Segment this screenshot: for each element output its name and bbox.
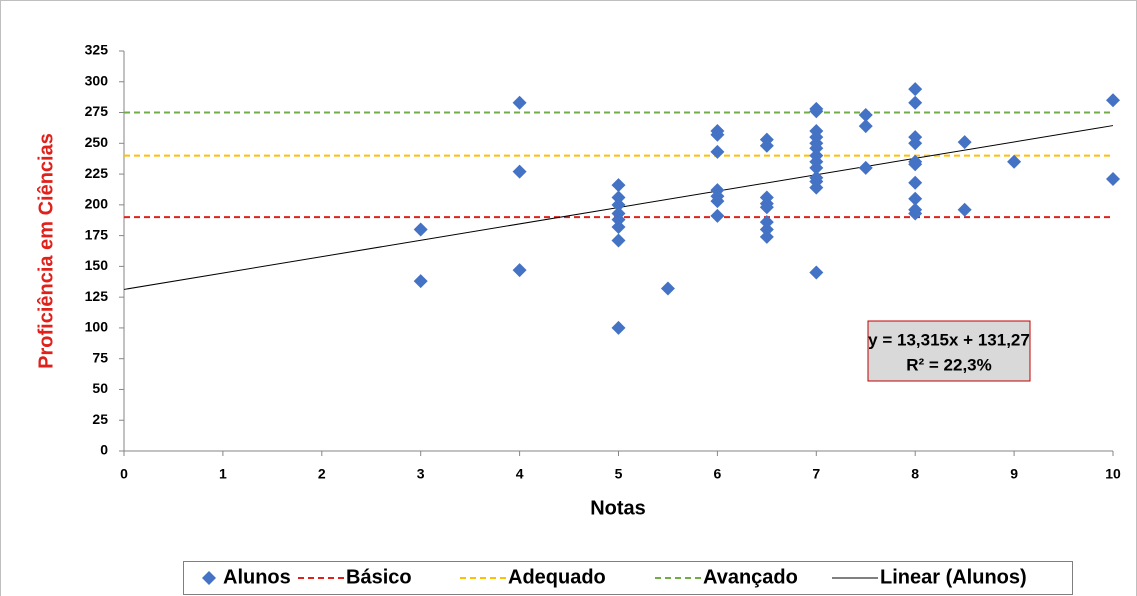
x-tick-label: 0 <box>120 466 128 482</box>
data-point <box>611 190 626 205</box>
data-point <box>1007 154 1022 169</box>
data-point <box>858 160 873 175</box>
data-point <box>413 222 428 237</box>
data-point <box>611 178 626 193</box>
data-point <box>611 233 626 248</box>
data-point <box>1106 93 1120 108</box>
legend-label: Adequado <box>508 566 606 588</box>
x-tick-label: 4 <box>516 466 524 482</box>
data-point <box>809 104 824 119</box>
data-point <box>908 206 923 221</box>
data-point <box>512 263 527 278</box>
annotation: y = 13,315x + 131,27 <box>868 330 1030 349</box>
y-tick-label: 100 <box>85 319 109 335</box>
x-tick-label: 10 <box>1105 466 1121 482</box>
data-point <box>611 212 626 227</box>
y-tick-label: 150 <box>85 257 109 273</box>
legend-label: Linear (Alunos) <box>880 566 1027 588</box>
legend-label: Alunos <box>223 566 291 588</box>
x-tick-label: 3 <box>417 466 425 482</box>
data-point <box>759 138 774 153</box>
data-point <box>1106 172 1120 186</box>
data-point <box>512 95 527 110</box>
data-point <box>710 208 725 223</box>
x-tick-label: 2 <box>318 466 326 482</box>
data-point <box>710 127 725 142</box>
legend-label: Avançado <box>703 566 798 588</box>
y-tick-label: 25 <box>92 411 108 427</box>
data-point <box>809 265 824 280</box>
data-point <box>908 95 923 110</box>
y-tick-label: 250 <box>85 134 109 150</box>
y-tick-label: 125 <box>85 288 109 304</box>
legend-label: Básico <box>346 566 412 588</box>
x-tick-label: 1 <box>219 466 227 482</box>
x-tick-label: 8 <box>911 466 919 482</box>
data-point <box>908 175 923 190</box>
y-tick-label: 300 <box>85 72 109 88</box>
data-point <box>759 229 774 244</box>
y-tick-label: 275 <box>85 103 109 119</box>
data-point <box>512 164 527 179</box>
data-point <box>809 141 824 156</box>
x-tick-label: 6 <box>714 466 722 482</box>
data-point <box>908 136 923 151</box>
y-tick-label: 225 <box>85 165 109 181</box>
data-point <box>809 180 824 195</box>
annotation-box <box>867 320 1031 382</box>
data-point <box>809 160 824 175</box>
y-tick-label: 0 <box>100 442 108 458</box>
legend-symbol <box>202 571 216 585</box>
x-tick-label: 7 <box>812 466 820 482</box>
data-point <box>611 197 626 212</box>
y-tick-label: 325 <box>85 42 109 58</box>
data-point <box>759 200 774 215</box>
data-point <box>710 194 725 209</box>
data-point <box>908 191 923 206</box>
data-point <box>957 135 972 150</box>
data-point <box>413 274 428 289</box>
data-point <box>759 222 774 237</box>
x-tick-label: 9 <box>1010 466 1018 482</box>
data-point <box>710 144 725 159</box>
y-tick-label: 50 <box>92 380 108 396</box>
data-point <box>908 82 923 97</box>
y-tick-label: 75 <box>92 349 108 365</box>
y-tick-label: 175 <box>85 226 109 242</box>
data-point <box>858 119 873 134</box>
data-point <box>759 215 774 230</box>
data-point <box>660 281 675 296</box>
y-tick-label: 200 <box>85 196 109 212</box>
y-axis-label: Proficiência em Ciências <box>35 133 57 369</box>
annotation: R² = 22,3% <box>906 355 992 374</box>
data-point <box>611 220 626 234</box>
data-point <box>611 320 626 335</box>
x-axis-label: Notas <box>590 497 646 519</box>
data-point <box>957 202 972 217</box>
data-point <box>908 157 923 172</box>
data-point <box>858 108 873 122</box>
x-tick-label: 5 <box>615 466 623 482</box>
